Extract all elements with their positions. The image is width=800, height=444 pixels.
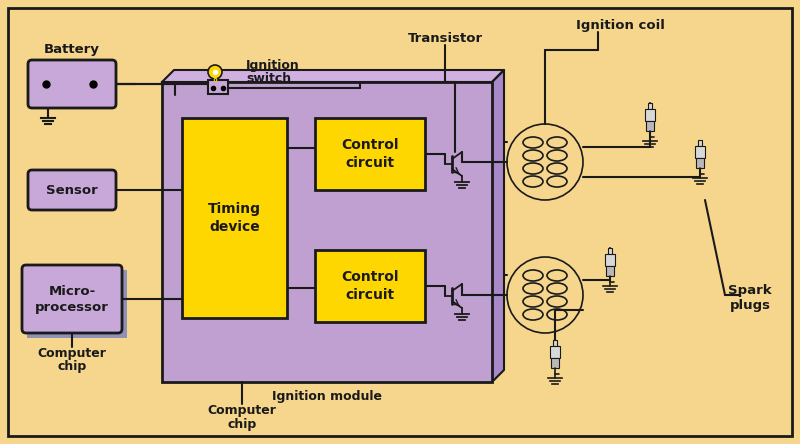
Bar — [551, 358, 559, 368]
Text: circuit: circuit — [346, 156, 394, 170]
Text: chip: chip — [58, 360, 86, 373]
Text: Spark: Spark — [728, 284, 772, 297]
Text: plugs: plugs — [730, 298, 770, 312]
Text: Ignition module: Ignition module — [272, 389, 382, 403]
Bar — [648, 103, 652, 109]
Bar — [182, 118, 287, 318]
FancyBboxPatch shape — [28, 60, 116, 108]
Bar — [698, 140, 702, 146]
Text: Ignition coil: Ignition coil — [575, 19, 665, 32]
Text: chip: chip — [227, 417, 257, 431]
Bar — [550, 346, 560, 358]
Text: Transistor: Transistor — [407, 32, 482, 44]
Text: Sensor: Sensor — [46, 183, 98, 197]
Bar — [162, 82, 492, 382]
Polygon shape — [492, 70, 504, 382]
Text: processor: processor — [35, 301, 109, 313]
Text: Control: Control — [342, 138, 398, 152]
Text: Battery: Battery — [44, 44, 100, 56]
Bar — [606, 266, 614, 276]
Text: Micro-: Micro- — [48, 285, 96, 297]
Text: switch: switch — [246, 71, 291, 84]
Bar — [695, 146, 705, 158]
Text: Computer: Computer — [38, 346, 106, 360]
Bar — [696, 158, 704, 168]
Bar — [608, 248, 612, 254]
Text: circuit: circuit — [346, 288, 394, 302]
FancyBboxPatch shape — [28, 170, 116, 210]
Bar — [315, 118, 425, 190]
Bar — [645, 109, 655, 121]
Bar — [553, 340, 557, 346]
Bar — [646, 121, 654, 131]
Polygon shape — [162, 70, 504, 82]
Circle shape — [208, 65, 222, 79]
Bar — [27, 270, 127, 338]
FancyBboxPatch shape — [22, 265, 122, 333]
Text: Timing: Timing — [208, 202, 261, 216]
Bar — [208, 80, 228, 94]
Text: Ignition: Ignition — [246, 59, 300, 72]
Bar — [315, 250, 425, 322]
Text: device: device — [209, 220, 260, 234]
Bar — [605, 254, 615, 266]
Text: Control: Control — [342, 270, 398, 284]
Text: Computer: Computer — [207, 404, 277, 416]
